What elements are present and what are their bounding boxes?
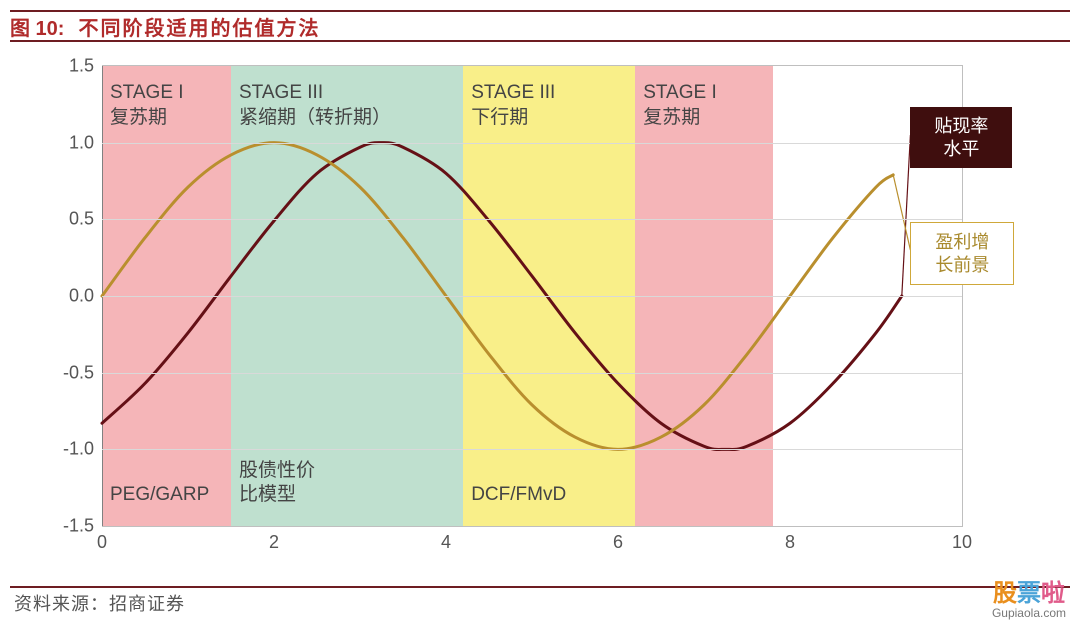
method-label: PEG/GARP — [110, 483, 209, 508]
y-tick-label: -1.0 — [63, 439, 102, 460]
stage-label: STAGE I复苏期 — [643, 81, 717, 130]
x-tick-label: 10 — [952, 526, 972, 553]
x-tick-label: 6 — [613, 526, 623, 553]
x-tick-label: 8 — [785, 526, 795, 553]
title-rule — [10, 40, 1070, 42]
method-label: 股债性价比模型 — [239, 459, 315, 508]
gridline — [102, 143, 962, 144]
plot-region: -1.5-1.0-0.50.00.51.01.50246810STAGE I复苏… — [102, 65, 963, 527]
y-tick-label: -0.5 — [63, 362, 102, 383]
bottom-rule — [10, 586, 1070, 588]
y-tick-label: 1.5 — [69, 56, 102, 77]
figure-header: 图 10: 不同阶段适用的估值方法 — [10, 12, 320, 40]
gridline — [102, 296, 962, 297]
y-tick-label: 0.0 — [69, 286, 102, 307]
stage-label: STAGE III紧缩期（转折期） — [239, 81, 391, 130]
watermark: 股票啦 Gupiaola.com — [992, 573, 1066, 620]
wm-c3: 啦 — [1041, 580, 1065, 607]
source-text: 资料来源：招商证券 — [14, 590, 185, 616]
wm-c1: 股 — [993, 580, 1017, 607]
y-tick-label: 1.0 — [69, 132, 102, 153]
wm-url: Gupiaola.com — [992, 606, 1066, 620]
figure-container: 图 10: 不同阶段适用的估值方法 -1.5-1.0-0.50.00.51.01… — [0, 0, 1080, 624]
gridline — [102, 373, 962, 374]
series-legend: 贴现率水平 — [910, 107, 1012, 168]
method-label: DCF/FMvD — [471, 483, 566, 508]
wm-c2: 票 — [1017, 580, 1041, 607]
stage-label: STAGE III下行期 — [471, 81, 555, 130]
figure-title: 不同阶段适用的估值方法 — [78, 12, 320, 41]
y-tick-label: 0.5 — [69, 209, 102, 230]
x-tick-label: 4 — [441, 526, 451, 553]
gridline — [102, 219, 962, 220]
x-tick-label: 2 — [269, 526, 279, 553]
x-tick-label: 0 — [97, 526, 107, 553]
series-legend: 盈利增长前景 — [910, 222, 1014, 285]
gridline — [102, 449, 962, 450]
figure-label: 图 10: — [10, 12, 64, 41]
chart-area: -1.5-1.0-0.50.00.51.01.50246810STAGE I复苏… — [30, 55, 1050, 565]
stage-label: STAGE I复苏期 — [110, 81, 184, 130]
